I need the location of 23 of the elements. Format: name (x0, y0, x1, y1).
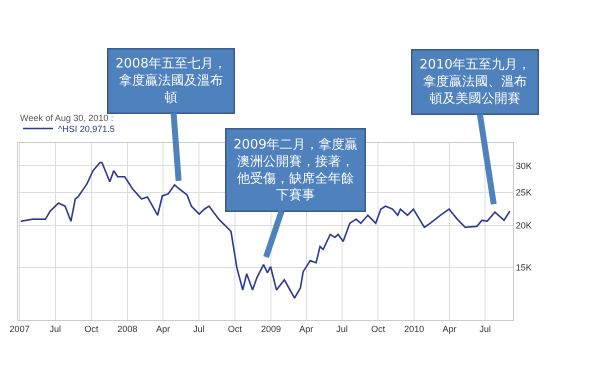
x-tick-label: Jul (193, 324, 205, 334)
x-tick-label: Oct (228, 324, 242, 334)
y-tick-label: 30K (516, 160, 532, 171)
y-tick-label: 15K (516, 262, 532, 273)
x-tick-label: 2010 (404, 324, 424, 334)
x-tick-label: Oct (371, 324, 386, 334)
annotation: 2010年五至九月，拿度贏法國、溫布頓及美國公開賽 (420, 58, 531, 106)
x-tick-label: Jul (479, 324, 491, 334)
text: Week of Aug 30, 2010 : (20, 113, 114, 123)
x-tick-label: Oct (84, 324, 99, 334)
x-tick-label: Apr (299, 324, 314, 334)
x-tick-label: Jul (50, 324, 62, 334)
annotation: 2009年二月，拿度贏澳洲公開賽，接著，他受傷，缺席全年餘下賽事 (234, 136, 358, 204)
x-tick-label: Apr (442, 324, 456, 334)
legend-label: ^HSI 20,971.5 (58, 124, 115, 134)
x-tick-label: 2007 (10, 324, 30, 334)
x-tick-label: 2008 (117, 324, 138, 334)
x-tick-label: Jul (336, 324, 348, 334)
y-tick-label: 25K (516, 188, 532, 198)
x-tick-label: Apr (156, 324, 170, 334)
annotation: 2008年五至七月，拿度贏法國及溫布頓 (116, 56, 227, 106)
y-tick-label: 20K (516, 220, 532, 230)
x-tick-label: 2009 (260, 324, 282, 334)
